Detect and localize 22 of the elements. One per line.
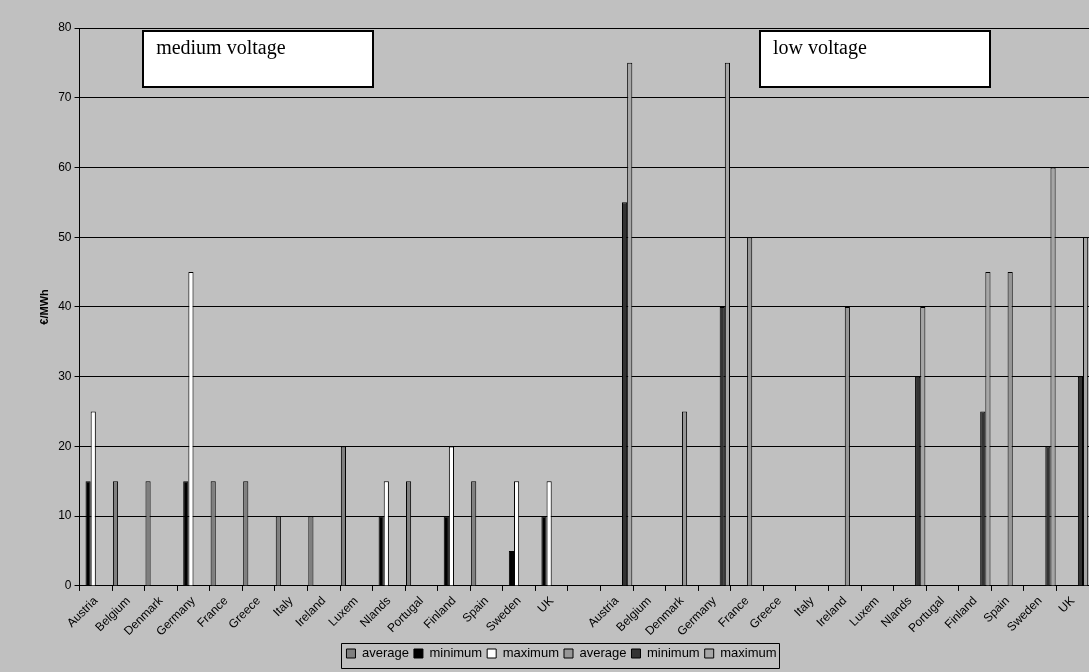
legend-label: minimum [646, 645, 700, 661]
text-box: low voltage [758, 30, 992, 88]
y-tick-label: 30 [58, 369, 72, 384]
legend-label: maximum [502, 645, 560, 661]
y-tick-label: 10 [58, 508, 72, 523]
x-tick-label: Italy [791, 593, 817, 620]
y-tick-label: 60 [58, 159, 72, 174]
legend-label: minimum [429, 645, 483, 661]
y-tick-label: 50 [58, 229, 72, 244]
y-axis-title: €/MWh [37, 288, 50, 325]
x-tick-label: Italy [270, 593, 296, 620]
x-tick-label: UK [1055, 593, 1078, 616]
y-tick-label: 70 [58, 90, 72, 105]
y-tick-label: 80 [58, 20, 72, 35]
text-box: medium voltage [142, 30, 375, 88]
legend-label: average [361, 645, 409, 661]
legend-label: average [579, 645, 627, 661]
y-tick-label: 20 [58, 438, 72, 453]
y-tick-label: 40 [58, 299, 72, 314]
legend-label: maximum [720, 645, 777, 661]
y-tick-label: 0 [64, 578, 72, 593]
x-tick-label: UK [534, 593, 557, 616]
